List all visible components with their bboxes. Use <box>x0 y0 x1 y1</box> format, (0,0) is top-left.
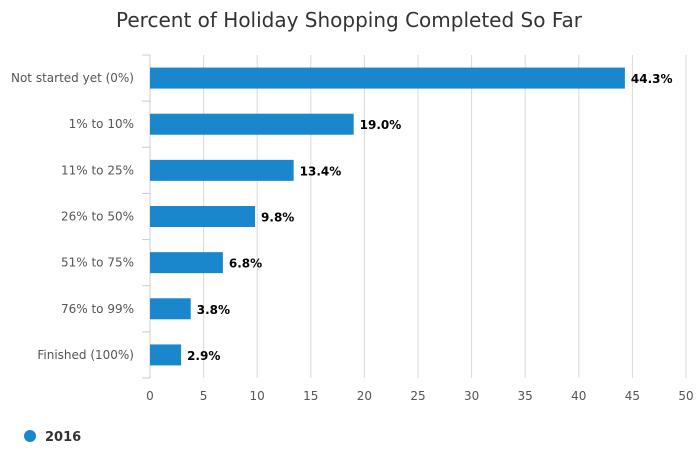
data-label-6: 2.9% <box>187 349 220 363</box>
bar-5[interactable] <box>150 298 191 320</box>
data-label-5: 3.8% <box>197 303 230 317</box>
x-tick-label-20: 20 <box>357 389 372 403</box>
data-label-0: 44.3% <box>631 72 673 86</box>
data-label-1: 19.0% <box>360 118 402 132</box>
x-tick-label-10: 10 <box>250 389 265 403</box>
data-label-3: 9.8% <box>261 211 294 225</box>
category-label-1: 1% to 10% <box>69 117 134 131</box>
x-tick-label-30: 30 <box>464 389 479 403</box>
bar-4[interactable] <box>150 252 223 274</box>
x-tick-label-50: 50 <box>678 389 693 403</box>
x-tick-label-25: 25 <box>410 389 425 403</box>
bar-1[interactable] <box>150 113 354 135</box>
bar-3[interactable] <box>150 206 256 227</box>
bar-6[interactable] <box>150 344 182 366</box>
category-label-4: 51% to 75% <box>61 256 134 270</box>
legend-marker-2016 <box>24 430 36 442</box>
data-label-4: 6.8% <box>229 257 262 271</box>
bar-0[interactable] <box>150 67 625 89</box>
category-label-0: Not started yet (0%) <box>11 71 134 85</box>
legend-label-2016: 2016 <box>45 430 81 445</box>
grid <box>142 54 687 379</box>
category-label-2: 11% to 25% <box>61 163 134 177</box>
bars <box>150 67 625 366</box>
chart-title: Percent of Holiday Shopping Completed So… <box>116 8 583 32</box>
legend[interactable]: 2016 <box>24 430 81 445</box>
x-tick-label-15: 15 <box>303 389 318 403</box>
x-tick-label-40: 40 <box>571 389 586 403</box>
bar-2[interactable] <box>150 159 294 181</box>
category-label-3: 26% to 50% <box>61 210 134 224</box>
labels: 0 5 10 15 20 25 30 35 40 45 50 Not started yet (0%)… <box>11 71 694 403</box>
category-label-5: 76% to 99% <box>61 302 134 316</box>
x-tick-label-5: 5 <box>200 389 208 403</box>
x-tick-label-0: 0 <box>146 389 154 403</box>
category-label-6: Finished (100%) <box>37 348 134 362</box>
x-tick-label-45: 45 <box>625 389 640 403</box>
data-label-2: 13.4% <box>300 164 342 178</box>
x-tick-label-35: 35 <box>518 389 533 403</box>
